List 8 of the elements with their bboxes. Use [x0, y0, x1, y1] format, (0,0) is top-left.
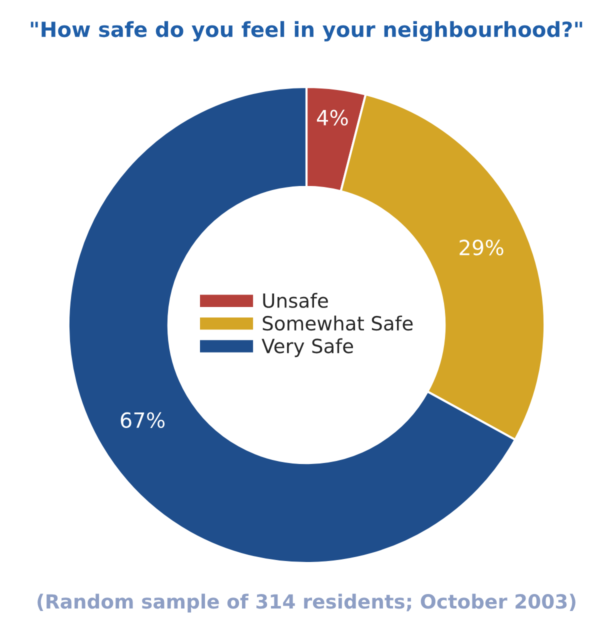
legend-label: Very Safe — [262, 338, 354, 358]
legend-label: Unsafe — [263, 292, 328, 308]
text: (Random sample of 314 residents; October 2003) — [38, 594, 576, 613]
legend-label: Somewhat Safe — [262, 316, 413, 331]
data-label: 29% — [460, 240, 504, 256]
data-label: 4% — [316, 110, 348, 126]
chart-title: "How safe do you feel in your neighbourhood?" — [30, 21, 582, 42]
data-label: 67% — [120, 412, 165, 428]
